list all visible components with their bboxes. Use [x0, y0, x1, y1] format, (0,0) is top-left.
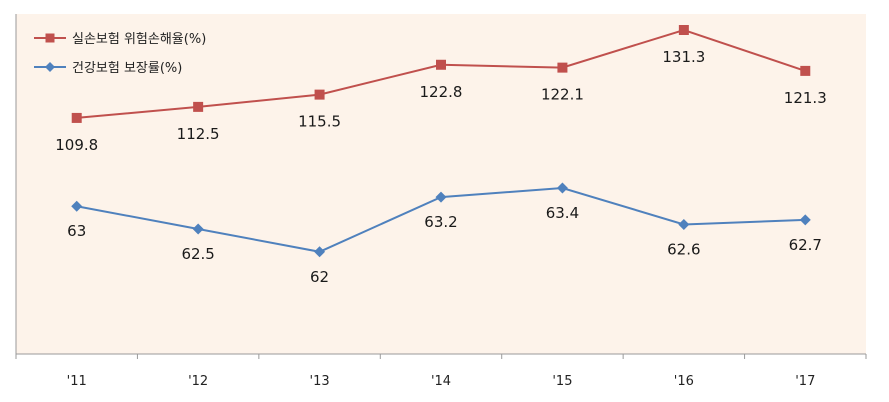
- x-tick-label: '13: [310, 374, 330, 389]
- x-tick-label: '16: [674, 374, 694, 389]
- data-point: [678, 25, 689, 35]
- series-1: 109.8 112.5 115.5 122.8 122.1 131.3 121.3: [55, 25, 827, 154]
- data-label: 122.1: [541, 86, 584, 104]
- legend-marker: [45, 33, 55, 43]
- data-label: 122.8: [420, 83, 463, 101]
- data-point: [71, 200, 83, 212]
- data-point: [800, 65, 811, 76]
- data-label: 121.3: [784, 89, 827, 107]
- data-label: 62: [310, 268, 329, 286]
- x-tick-label: '11: [67, 374, 87, 389]
- data-label: 63: [67, 222, 86, 240]
- legend-label: 건강보험 보장률(%): [72, 61, 182, 76]
- data-label: 62.6: [667, 240, 700, 258]
- x-tick-label: '14: [431, 374, 451, 389]
- data-point: [556, 182, 568, 194]
- legend-item-1: 실손보험 위험손해율(%): [34, 32, 206, 47]
- x-axis-ticks: [15, 354, 867, 359]
- series-layer: 109.8 112.5 115.5 122.8 122.1 131.3 121.3 63 62.…: [55, 25, 827, 286]
- data-point: [314, 246, 326, 258]
- x-tick-label: '15: [552, 374, 572, 389]
- data-point: [314, 89, 325, 100]
- data-label: 109.8: [55, 136, 98, 154]
- plot-background: [16, 14, 866, 354]
- data-point: [193, 101, 204, 112]
- data-label: 62.5: [181, 245, 214, 263]
- data-point: [192, 223, 204, 235]
- data-point: [799, 214, 811, 226]
- x-tick-label: '12: [188, 374, 208, 389]
- data-point: [557, 62, 568, 73]
- data-label: 62.7: [789, 236, 822, 254]
- data-point: [435, 191, 447, 203]
- legend-item-2: 건강보험 보장률(%): [34, 61, 182, 76]
- data-point: [678, 218, 690, 230]
- data-label: 115.5: [298, 113, 341, 131]
- data-label: 112.5: [177, 125, 220, 143]
- x-axis-tick-labels: '11 '12 '13 '14 '15 '16 '17: [67, 374, 816, 389]
- data-label: 131.3: [662, 48, 705, 66]
- data-point: [436, 59, 446, 70]
- legend-marker: [45, 62, 55, 72]
- data-point: [71, 112, 82, 123]
- data-label: 63.4: [546, 204, 579, 222]
- legend-label: 실손보험 위험손해율(%): [72, 32, 206, 47]
- series-2: 63 62.5 62 63.2 63.4 62.6 62.7: [67, 182, 822, 286]
- x-tick-label: '17: [795, 374, 815, 389]
- data-label: 63.2: [424, 213, 457, 231]
- legend: 실손보험 위험손해율(%) 건강보험 보장률(%): [34, 32, 206, 76]
